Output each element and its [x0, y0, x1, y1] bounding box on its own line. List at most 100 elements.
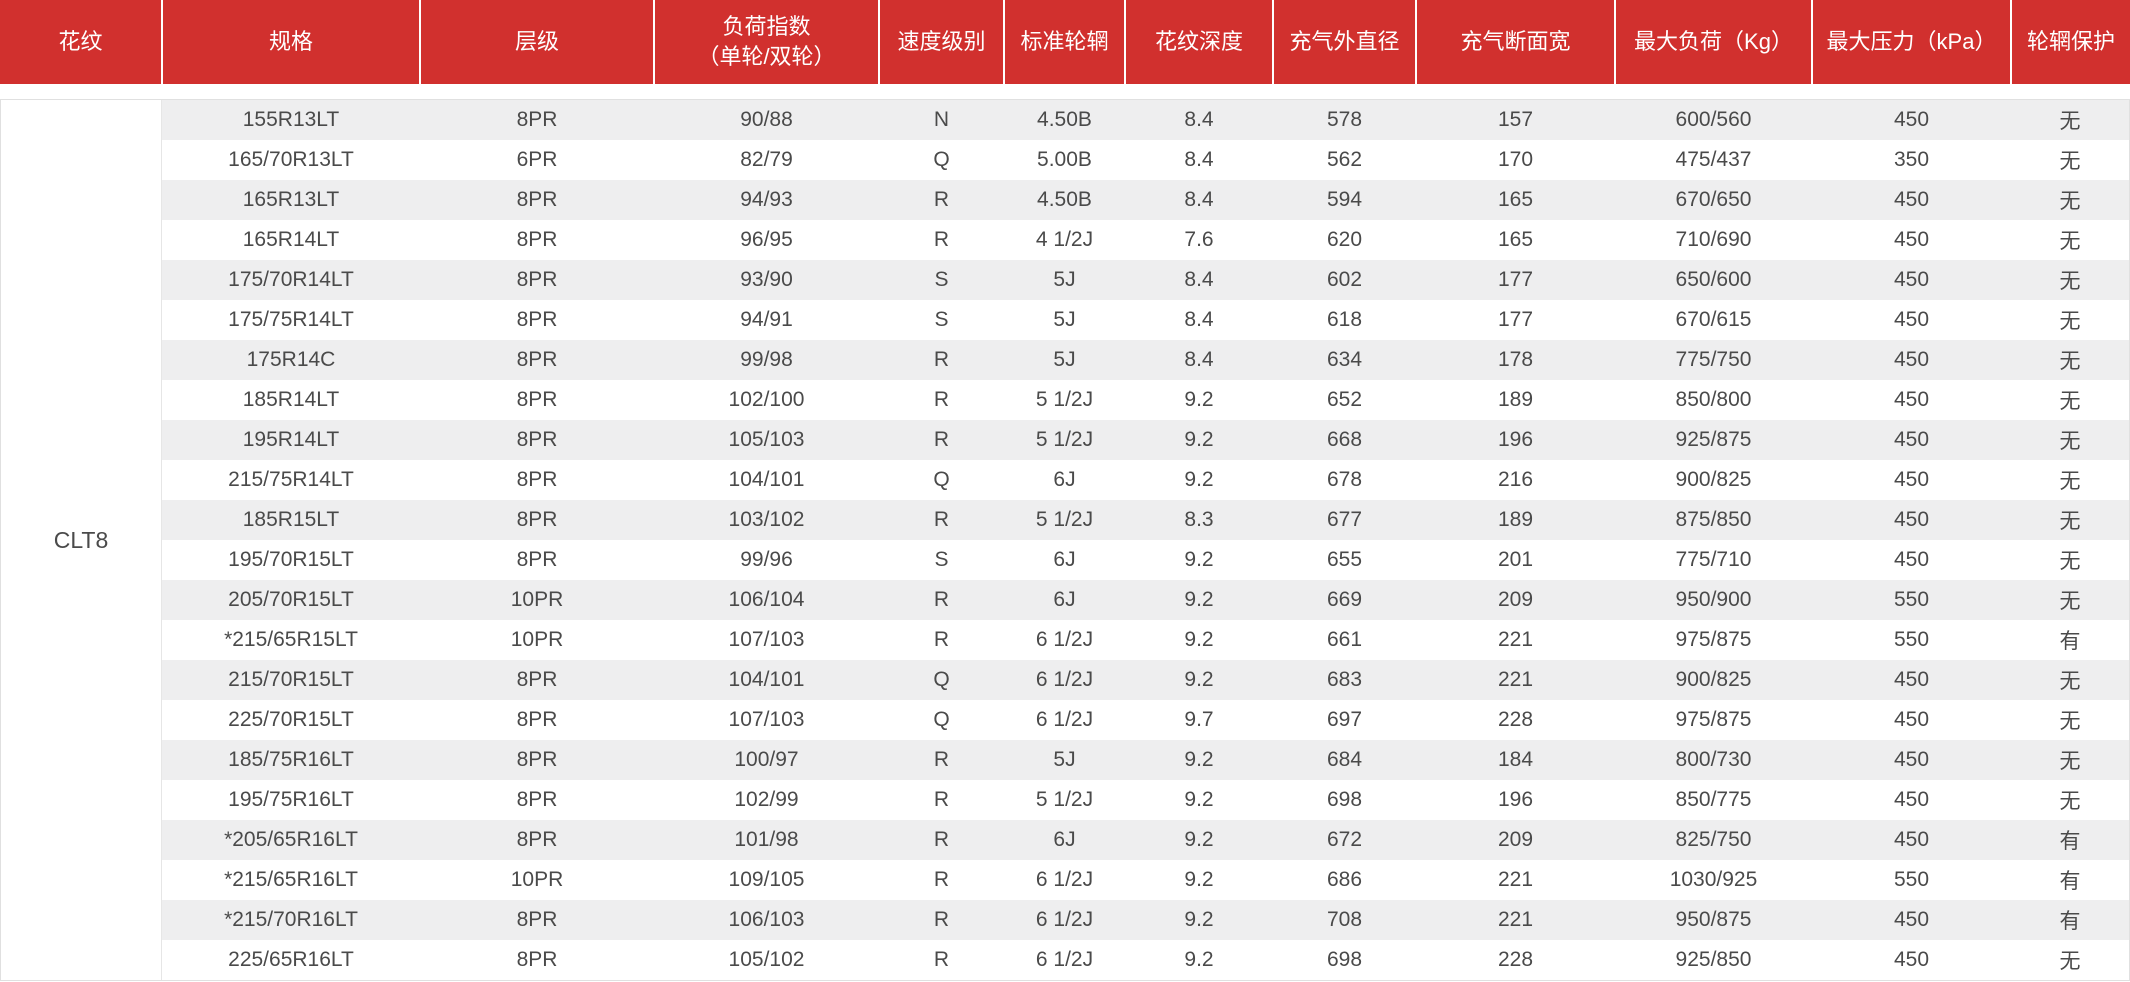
cell-ply-rating: 10PR [420, 580, 654, 620]
pattern-column-spacer [1, 100, 162, 140]
cell-section-width: 221 [1497, 628, 1534, 651]
cell-ply-rating: 8PR [420, 180, 654, 220]
cell-rim-protection: 无 [2059, 950, 2081, 973]
col-header-label: 负荷指数 [722, 14, 811, 40]
cell-section-width: 157 [1416, 100, 1615, 140]
col-header-ply-rating: 层级 [419, 0, 653, 84]
cell-spec: *215/65R16LT [224, 868, 358, 891]
cell-spec: *215/65R15LT [224, 628, 358, 651]
cell-max-pressure: 550 [1893, 628, 1930, 651]
col-header-label: 充气外直径 [1289, 29, 1400, 55]
cell-tread-depth: 9.7 [1184, 708, 1214, 731]
cell-section-width: 221 [1416, 900, 1615, 940]
pattern-column-spacer [1, 260, 162, 300]
cell-speed-rating: S [879, 260, 1004, 300]
cell-rim-protection: 无 [2059, 230, 2081, 253]
cell-ply-rating: 8PR [420, 900, 654, 940]
cell-speed-rating: R [933, 628, 950, 651]
cell-section-width: 209 [1416, 820, 1615, 860]
cell-max-load: 475/437 [1675, 148, 1752, 171]
cell-ply-rating: 8PR [516, 308, 558, 331]
table-row: 175R14C 8PR 99/98 R 5J 8.4 634 178 775/750 450 无 [1, 340, 2129, 380]
cell-ply-rating: 8PR [420, 740, 654, 780]
cell-load-index: 104/101 [654, 660, 879, 700]
cell-max-load: 925/850 [1675, 948, 1752, 971]
cell-ply-rating: 8PR [420, 420, 654, 460]
cell-rim-protection: 有 [2011, 900, 2129, 940]
cell-tread-depth: 9.2 [1184, 388, 1214, 411]
cell-outer-diameter: 698 [1326, 788, 1363, 811]
cell-standard-rim: 6 1/2J [1035, 948, 1094, 971]
cell-max-pressure: 450 [1893, 948, 1930, 971]
cell-outer-diameter: 594 [1273, 180, 1416, 220]
cell-spec: 195R14LT [162, 420, 420, 460]
cell-max-pressure: 450 [1812, 740, 2011, 780]
pattern-column-spacer [1, 620, 162, 660]
table-row: 225/65R16LT 8PR 105/102 R 6 1/2J 9.2 698 228 925… [1, 940, 2129, 980]
cell-ply-rating: 8PR [516, 708, 558, 731]
cell-load-index: 101/98 [654, 820, 879, 860]
cell-ply-rating: 8PR [516, 228, 558, 251]
cell-rim-protection: 无 [2011, 420, 2129, 460]
cell-tread-depth: 9.2 [1184, 948, 1214, 971]
table-row: *215/70R16LT 8PR 106/103 R 6 1/2J 9.2 708 221 95… [1, 900, 2129, 940]
table-row: 205/70R15LT 10PR 106/104 R 6J 9.2 669 209 950/90… [1, 580, 2129, 620]
cell-max-pressure: 450 [1893, 228, 1930, 251]
table-body: 155R13LT 8PR 90/88 N 4.50B 8.4 578 157 600/560 45… [0, 99, 2130, 981]
cell-max-pressure: 450 [1812, 340, 2011, 380]
cell-rim-protection: 有 [2059, 870, 2081, 893]
cell-standard-rim: 5 1/2J [1004, 420, 1125, 460]
cell-max-load: 975/875 [1675, 628, 1752, 651]
cell-load-index: 103/102 [654, 500, 879, 540]
col-header-max-pressure: 最大压力（kPa） [1811, 0, 2010, 84]
cell-rim-protection: 无 [2011, 180, 2129, 220]
cell-standard-rim: 6J [1004, 820, 1125, 860]
cell-tread-depth: 9.2 [1184, 868, 1214, 891]
table-row: *215/65R15LT 10PR 107/103 R 6 1/2J 9.2 661 221 9… [1, 620, 2129, 660]
cell-ply-rating: 8PR [420, 500, 654, 540]
cell-max-load: 800/730 [1615, 740, 1812, 780]
table-row: 185R15LT 8PR 103/102 R 5 1/2J 8.3 677 189 875/85… [1, 500, 2129, 540]
cell-standard-rim: 5 1/2J [1035, 388, 1094, 411]
cell-outer-diameter: 655 [1326, 548, 1363, 571]
col-header-sublabel: （单轮/双轮） [697, 44, 836, 69]
cell-standard-rim: 6J [1053, 468, 1076, 491]
cell-section-width: 189 [1416, 500, 1615, 540]
cell-section-width: 177 [1416, 260, 1615, 300]
cell-max-pressure: 550 [1893, 868, 1930, 891]
table-row: 185R14LT 8PR 102/100 R 5 1/2J 9.2 652 189 850/80… [1, 380, 2129, 420]
cell-tread-depth: 9.2 [1184, 548, 1214, 571]
col-header-pattern: 花纹 [0, 0, 161, 84]
cell-section-width: 189 [1497, 388, 1534, 411]
cell-rim-protection: 无 [2059, 390, 2081, 413]
cell-speed-rating: R [879, 580, 1004, 620]
pattern-column-spacer [1, 340, 162, 380]
col-header-label: 花纹 [58, 29, 103, 55]
cell-standard-rim: 5J [1053, 308, 1076, 331]
col-header-speed-rating: 速度级别 [878, 0, 1003, 84]
pattern-column-spacer [1, 820, 162, 860]
cell-section-width: 196 [1416, 420, 1615, 460]
cell-standard-rim: 5.00B [1037, 148, 1092, 171]
cell-max-load: 925/875 [1615, 420, 1812, 460]
col-header-rim-protection: 轮辋保护 [2010, 0, 2130, 84]
cell-load-index: 82/79 [740, 148, 793, 171]
cell-max-pressure: 450 [1893, 308, 1930, 331]
cell-ply-rating: 10PR [510, 868, 564, 891]
cell-max-pressure: 450 [1812, 500, 2011, 540]
cell-standard-rim: 6 1/2J [1004, 660, 1125, 700]
table-row: 165R13LT 8PR 94/93 R 4.50B 8.4 594 165 670/650 45… [1, 180, 2129, 220]
cell-max-load: 900/825 [1615, 660, 1812, 700]
cell-standard-rim: 6 1/2J [1035, 628, 1094, 651]
cell-speed-rating: Q [933, 708, 950, 731]
cell-load-index: 102/99 [734, 788, 799, 811]
cell-section-width: 170 [1497, 148, 1534, 171]
col-header-label: 最大压力（kPa） [1826, 29, 1997, 55]
cell-outer-diameter: 562 [1326, 148, 1363, 171]
col-header-label: 最大负荷（Kg） [1634, 29, 1793, 55]
cell-standard-rim: 6J [1004, 580, 1125, 620]
cell-load-index: 106/103 [654, 900, 879, 940]
cell-load-index: 94/91 [740, 308, 793, 331]
col-header-standard-rim: 标准轮辋 [1003, 0, 1124, 84]
cell-standard-rim: 5J [1004, 260, 1125, 300]
